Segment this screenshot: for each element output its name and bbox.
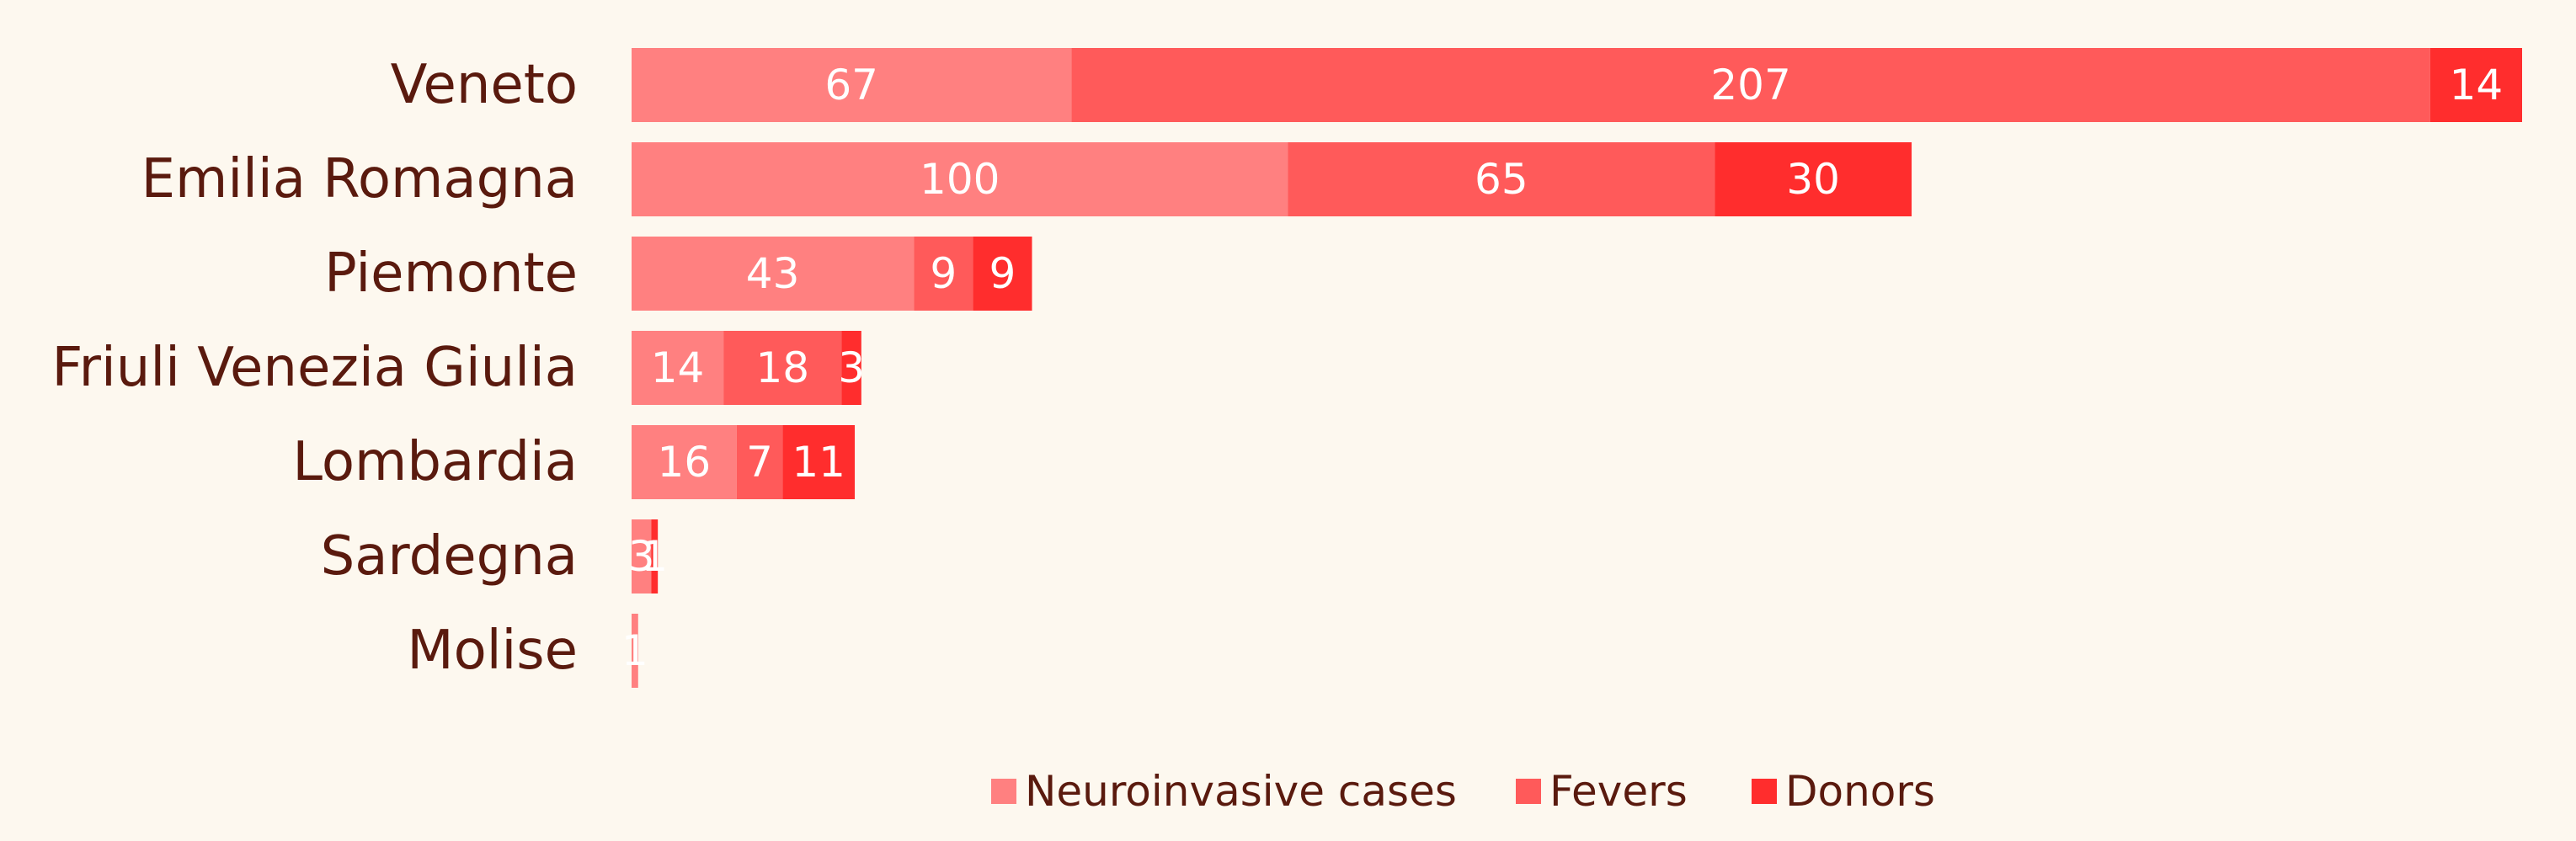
bar-lombardia-fevers: [736, 425, 783, 499]
value-label-piemonte-donors: 9: [989, 249, 1016, 298]
legend-label-donors: Donors: [1785, 767, 1935, 816]
bar-veneto-donors: [2429, 48, 2522, 122]
bar-emilia-romagna-donors: [1715, 142, 1912, 216]
value-label-lombardia-neuroinvasive-cases: 16: [658, 438, 712, 487]
bars-group: [632, 48, 2522, 688]
category-labels: Veneto Emilia Romagna Piemonte Friuli Venez…: [52, 54, 579, 682]
bar-lombardia-donors: [782, 425, 856, 499]
value-label-friuli-venezia-giulia-donors: 3: [838, 343, 865, 392]
value-label-lombardia-fevers: 7: [746, 438, 773, 487]
legend: Neuroinvasive cases Fevers Donors: [991, 767, 1935, 816]
value-label-piemonte-fevers: 9: [930, 249, 957, 298]
legend-swatch-donors: [1752, 779, 1777, 804]
value-label-veneto-neuroinvasive-cases: 67: [824, 61, 878, 109]
bar-sardegna-donors: [651, 519, 659, 593]
value-label-friuli-venezia-giulia-fevers: 18: [755, 343, 809, 392]
value-label-friuli-venezia-giulia-neuroinvasive-cases: 14: [651, 343, 705, 392]
bar-molise-neuroinvasive-cases: [632, 614, 638, 688]
value-label-emilia-romagna-neuroinvasive-cases: 100: [920, 155, 1000, 204]
value-label-veneto-donors: 14: [2450, 61, 2504, 109]
legend-label-fevers: Fevers: [1549, 767, 1688, 816]
value-label-emilia-romagna-donors: 30: [1786, 155, 1840, 204]
value-label-sardegna-donors: 1: [641, 532, 668, 581]
bar-friuli-venezia-giulia-fevers: [723, 331, 842, 405]
bar-piemonte-donors: [973, 237, 1032, 311]
legend-swatch-neuroinvasive-cases: [991, 779, 1016, 804]
value-label-molise-neuroinvasive-cases: 1: [621, 626, 648, 675]
bar-friuli-venezia-giulia-donors: [841, 331, 861, 405]
bar-emilia-romagna-neuroinvasive-cases: [632, 142, 1288, 216]
value-label-lombardia-donors: 11: [792, 438, 845, 487]
legend-label-neuroinvasive-cases: Neuroinvasive cases: [1025, 767, 1457, 816]
bar-lombardia-neuroinvasive-cases: [632, 425, 737, 499]
category-label-sardegna: Sardegna: [321, 525, 578, 588]
bar-sardegna-neuroinvasive-cases: [632, 519, 652, 593]
category-label-veneto: Veneto: [391, 54, 578, 116]
bar-veneto-fevers: [1071, 48, 2430, 122]
bar-emilia-romagna-fevers: [1288, 142, 1715, 216]
value-label-sardegna-neuroinvasive-cases: 3: [628, 532, 655, 581]
legend-swatch-fevers: [1516, 779, 1541, 804]
value-label-emilia-romagna-fevers: 65: [1475, 155, 1528, 204]
category-label-piemonte: Piemonte: [324, 242, 578, 305]
category-label-lombardia: Lombardia: [292, 431, 578, 493]
value-label-veneto-fevers: 207: [1710, 61, 1790, 109]
category-label-emilia-romagna: Emilia Romagna: [141, 148, 578, 210]
bar-friuli-venezia-giulia-neuroinvasive-cases: [632, 331, 724, 405]
bar-piemonte-neuroinvasive-cases: [632, 237, 915, 311]
category-label-friuli-venezia-giulia: Friuli Venezia Giulia: [52, 337, 579, 399]
value-label-piemonte-neuroinvasive-cases: 43: [746, 249, 800, 298]
bar-veneto-neuroinvasive-cases: [632, 48, 1072, 122]
category-label-molise: Molise: [407, 620, 578, 682]
bar-piemonte-fevers: [914, 237, 973, 311]
